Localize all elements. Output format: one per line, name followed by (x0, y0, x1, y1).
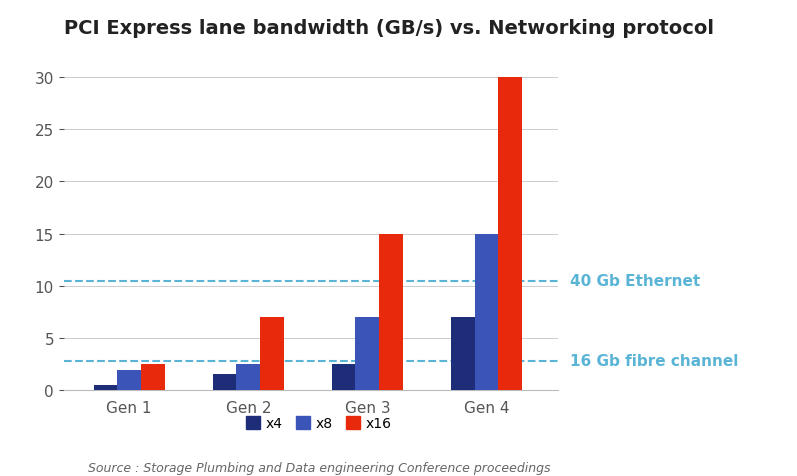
Bar (93, 385, 117, 390)
Text: Source : Storage Plumbing and Data engineering Conference proceedings: Source : Storage Plumbing and Data engin… (88, 461, 550, 474)
Bar (451, 317, 474, 390)
Bar (355, 317, 379, 390)
Legend: x4, x8, x16: x4, x8, x16 (240, 411, 398, 436)
Bar (474, 234, 498, 390)
Bar (332, 364, 355, 390)
Text: 16 Gb fibre channel: 16 Gb fibre channel (570, 354, 738, 368)
Text: 40 Gb Ethernet: 40 Gb Ethernet (570, 274, 700, 288)
Bar (117, 370, 141, 390)
Text: PCI Express lane bandwidth (GB/s) vs. Networking protocol: PCI Express lane bandwidth (GB/s) vs. Ne… (64, 19, 714, 38)
Bar (141, 364, 165, 390)
Bar (498, 78, 522, 390)
Bar (213, 375, 237, 390)
Bar (379, 234, 403, 390)
Bar (261, 317, 284, 390)
Bar (237, 364, 261, 390)
